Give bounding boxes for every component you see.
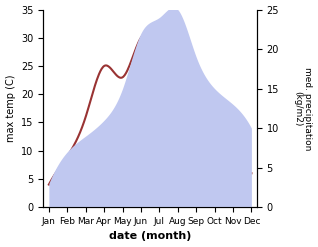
- Y-axis label: max temp (C): max temp (C): [5, 75, 16, 142]
- Y-axis label: med. precipitation
(kg/m2): med. precipitation (kg/m2): [293, 67, 313, 150]
- X-axis label: date (month): date (month): [109, 231, 191, 242]
